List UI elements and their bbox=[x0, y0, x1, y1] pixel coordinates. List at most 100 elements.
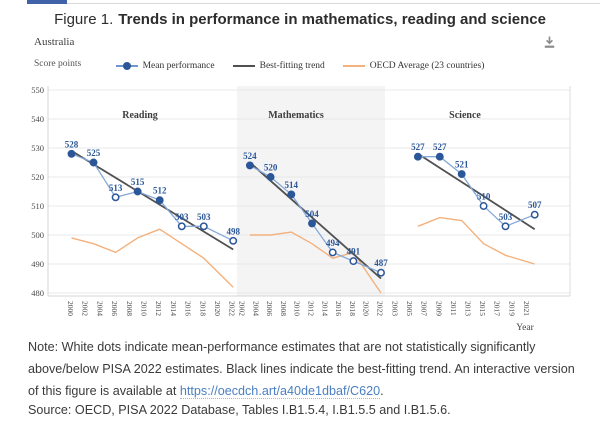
x-tick-label: 2019 bbox=[507, 301, 516, 316]
chart-legend: Mean performance Best-fitting trend OECD… bbox=[0, 61, 600, 71]
mean-point[interactable] bbox=[457, 170, 466, 179]
point-value-label: 507 bbox=[528, 200, 542, 210]
panel-title: Mathematics bbox=[268, 110, 324, 121]
point-value-label: 491 bbox=[347, 247, 361, 257]
mean-point[interactable] bbox=[67, 149, 76, 158]
mean-point[interactable] bbox=[155, 196, 164, 205]
x-tick-label: 2004 bbox=[251, 301, 260, 316]
point-value-label: 527 bbox=[433, 142, 447, 152]
x-tick-label: 2002 bbox=[81, 301, 90, 316]
x-tick-label: 2017 bbox=[493, 301, 502, 316]
point-value-label: 487 bbox=[374, 258, 388, 268]
figure-number: Figure 1. bbox=[54, 11, 114, 28]
x-tick-label: 2018 bbox=[348, 301, 357, 316]
mean-point[interactable] bbox=[266, 173, 275, 181]
y-tick-label: 520 bbox=[31, 172, 44, 182]
x-tick-label: 2021 bbox=[522, 301, 531, 316]
point-value-label: 494 bbox=[326, 238, 340, 248]
oecd-average-line bbox=[417, 216, 535, 265]
point-value-label: 503 bbox=[197, 212, 211, 222]
download-button[interactable] bbox=[539, 32, 559, 52]
legend-label: Mean performance bbox=[142, 61, 215, 71]
legend-label: Best-fitting trend bbox=[259, 61, 325, 71]
mean-performance-line bbox=[71, 153, 234, 242]
mean-point-not-significant[interactable] bbox=[229, 236, 238, 245]
mean-point[interactable] bbox=[245, 161, 254, 170]
point-value-label: 515 bbox=[131, 177, 145, 187]
point-value-label: 521 bbox=[455, 160, 469, 170]
x-tick-label: 2022 bbox=[376, 301, 385, 316]
mean-point-not-significant[interactable] bbox=[177, 222, 186, 231]
mean-performance-marker-icon bbox=[115, 62, 138, 70]
point-value-label: 520 bbox=[264, 163, 278, 173]
x-tick-label: 2003 bbox=[391, 301, 400, 316]
x-tick-label: 2006 bbox=[265, 301, 274, 316]
y-tick-label: 550 bbox=[31, 85, 44, 95]
mean-point[interactable] bbox=[435, 152, 444, 161]
legend-item-mean-performance: Mean performance bbox=[115, 61, 215, 71]
trends-chart: 550 540 530 520 510 500 490 480 Reading 2000 2002 2… bbox=[31, 85, 571, 333]
legend-item-oecd-average: OECD Average (23 countries) bbox=[342, 61, 484, 71]
x-tick-label: 2015 bbox=[478, 301, 487, 316]
mean-point[interactable] bbox=[308, 219, 316, 228]
mean-point[interactable] bbox=[287, 190, 296, 199]
panel-title: Science bbox=[449, 110, 481, 121]
active-tab-indicator bbox=[27, 0, 67, 4]
mean-point-not-significant[interactable] bbox=[479, 202, 488, 210]
x-tick-label: 2007 bbox=[420, 301, 429, 316]
y-tick-label: 480 bbox=[31, 288, 44, 298]
legend-item-best-fitting-trend: Best-fitting trend bbox=[232, 61, 325, 71]
y-axis-title: Score points bbox=[34, 59, 82, 69]
mean-point-not-significant[interactable] bbox=[111, 193, 120, 202]
x-tick-label: 2010 bbox=[140, 301, 149, 316]
x-tick-label: 2012 bbox=[307, 301, 316, 316]
x-tick-label: 2004 bbox=[95, 301, 104, 316]
x-tick-label: 2010 bbox=[293, 301, 302, 316]
x-tick-label: 2009 bbox=[434, 301, 443, 316]
mean-point-not-significant[interactable] bbox=[199, 222, 208, 231]
point-value-label: 527 bbox=[411, 142, 425, 152]
y-tick-label: 490 bbox=[31, 259, 44, 269]
mean-point[interactable] bbox=[89, 158, 98, 167]
best-fitting-trend-line bbox=[71, 150, 234, 251]
x-tick-label: 2018 bbox=[198, 301, 207, 316]
mean-point-not-significant[interactable] bbox=[349, 257, 358, 266]
point-value-label: 512 bbox=[153, 186, 167, 196]
x-tick-label: 2020 bbox=[362, 301, 371, 316]
x-tick-label: 2013 bbox=[464, 301, 473, 316]
interactive-figure-link[interactable]: https://oecdch.art/a40de1dbaf/C620 bbox=[179, 384, 381, 399]
note-suffix: . bbox=[380, 384, 384, 398]
mean-point[interactable] bbox=[413, 152, 422, 161]
point-value-label: 528 bbox=[65, 139, 79, 149]
note-prefix: Note: White dots indicate mean-performan… bbox=[28, 340, 575, 398]
point-value-label: 503 bbox=[175, 212, 189, 222]
y-tick-label: 510 bbox=[31, 201, 44, 211]
mean-point-not-significant[interactable] bbox=[377, 268, 385, 277]
y-tick-label: 540 bbox=[31, 114, 44, 124]
x-tick-label: 2008 bbox=[125, 301, 134, 316]
oecd-line-marker-icon bbox=[342, 65, 365, 67]
x-tick-label: 2000 bbox=[66, 301, 75, 316]
top-divider bbox=[27, 3, 600, 4]
country-label: Australia bbox=[34, 36, 75, 48]
download-icon bbox=[544, 36, 554, 48]
x-tick-label: 2022 bbox=[228, 301, 237, 316]
y-tick-label: 530 bbox=[31, 143, 44, 153]
point-value-label: 524 bbox=[243, 151, 257, 161]
mean-point-not-significant[interactable] bbox=[530, 210, 539, 219]
point-value-label: 513 bbox=[109, 183, 123, 193]
mean-point[interactable] bbox=[133, 187, 142, 196]
mean-point-not-significant[interactable] bbox=[501, 222, 510, 231]
trends-chart-svg: 550 540 530 520 510 500 490 480 Reading 2000 2002 2… bbox=[31, 85, 571, 333]
figure-title-text: Trends in performance in mathematics, re… bbox=[118, 11, 546, 28]
oecd-average-line bbox=[71, 228, 234, 288]
y-tick-label: 500 bbox=[31, 230, 44, 240]
x-tick-label: 2020 bbox=[213, 301, 222, 316]
mean-point-not-significant[interactable] bbox=[328, 248, 337, 257]
panel-title: Reading bbox=[122, 110, 158, 121]
point-value-label: 510 bbox=[477, 192, 491, 202]
x-tick-label: 2005 bbox=[405, 301, 414, 316]
point-value-label: 498 bbox=[226, 226, 240, 236]
page-title: Figure 1. Trends in performance in mathem… bbox=[0, 11, 600, 28]
